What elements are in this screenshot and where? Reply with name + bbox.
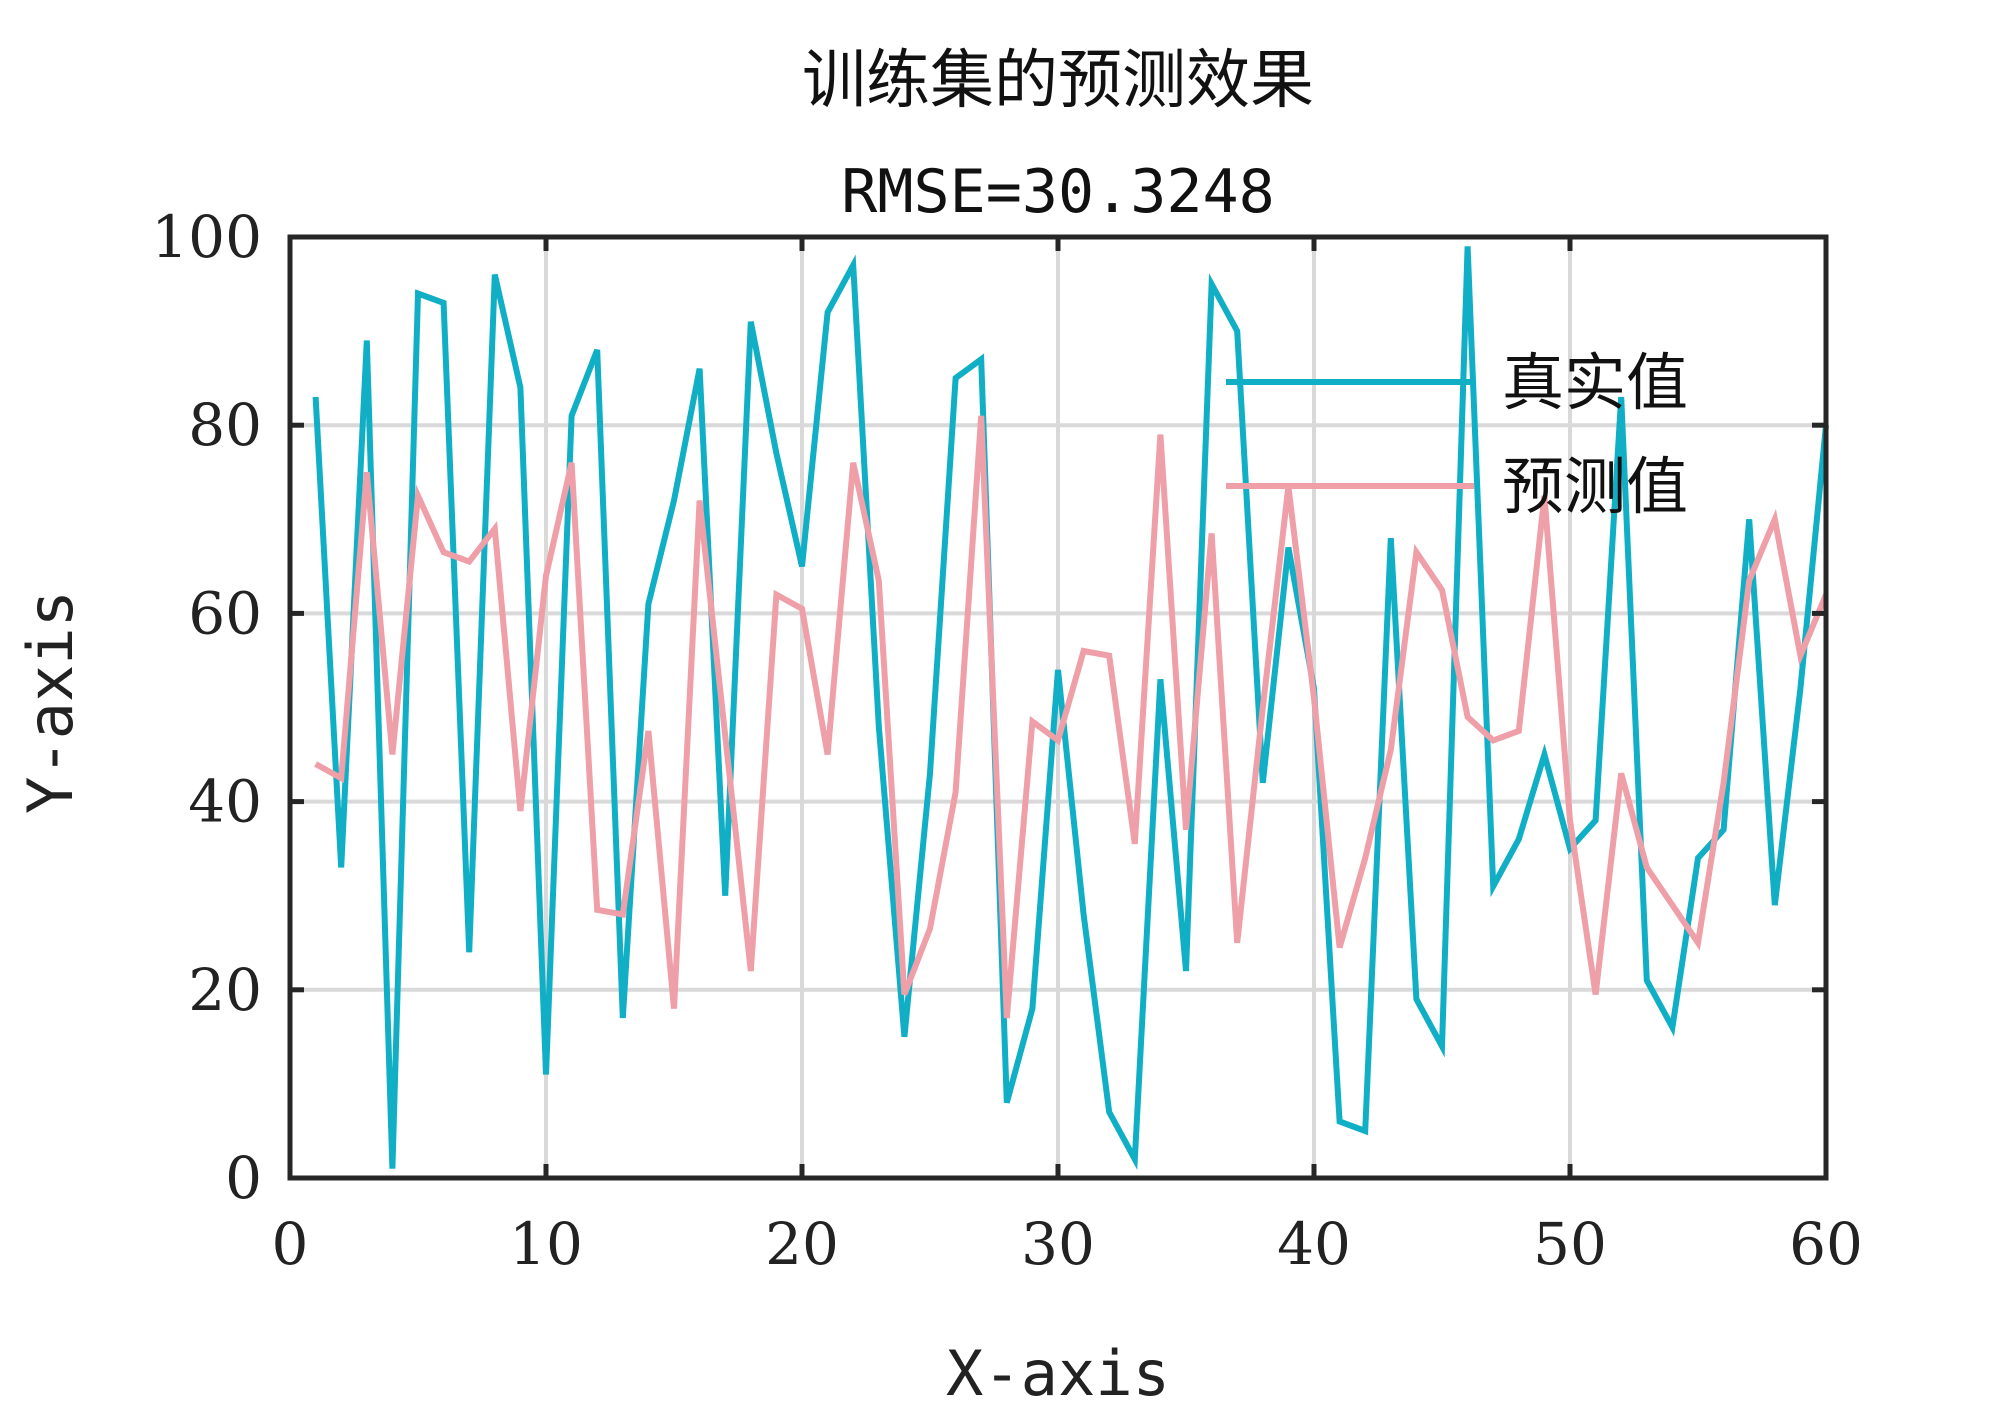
x-tick-label: 10	[509, 1210, 583, 1278]
grid-lines	[290, 237, 1826, 1178]
y-axis-label: Y-axis	[14, 590, 87, 814]
x-tick-label: 30	[1021, 1210, 1095, 1278]
y-tick-label: 0	[225, 1144, 262, 1212]
y-tick-label: 80	[188, 391, 262, 459]
tick-labels: 0 10 20 30 40 50 60 0 20 40 60 80 100	[151, 203, 1863, 1278]
x-tick-label: 40	[1277, 1210, 1351, 1278]
chart-title: 训练集的预测效果	[802, 44, 1314, 118]
y-tick-label: 20	[188, 956, 262, 1024]
x-axis-label: X-axis	[946, 1337, 1170, 1410]
legend-label-1: 真实值	[1502, 346, 1688, 419]
chart-subtitle: RMSE=30.3248	[841, 157, 1274, 227]
legend-label-2: 预测值	[1502, 450, 1688, 523]
x-tick-label: 50	[1533, 1210, 1607, 1278]
series-lines	[312, 246, 1829, 1170]
series-line-2	[314, 415, 1829, 1019]
x-tick-label: 0	[272, 1210, 309, 1278]
axes	[287, 234, 1829, 1181]
y-tick-label: 60	[188, 579, 262, 647]
y-tick-label: 40	[188, 768, 262, 836]
x-tick-label: 60	[1789, 1210, 1863, 1278]
x-tick-label: 20	[765, 1210, 839, 1278]
y-tick-label: 100	[151, 203, 262, 271]
